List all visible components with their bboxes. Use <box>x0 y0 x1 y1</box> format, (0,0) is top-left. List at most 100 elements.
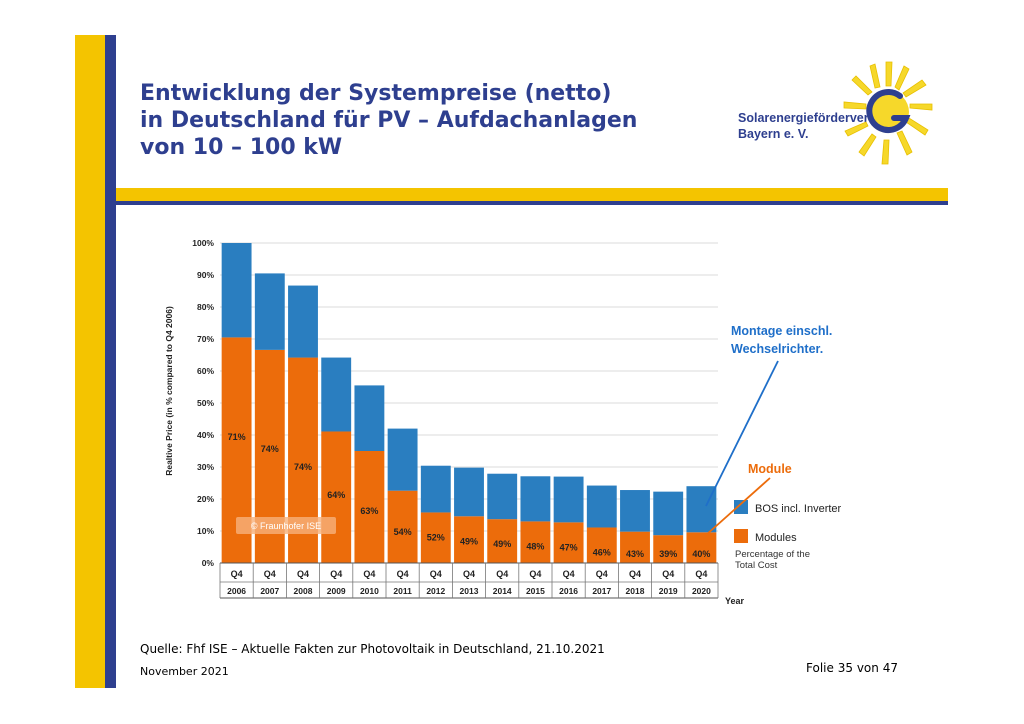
bar-bos-2014 <box>487 473 518 520</box>
page-current: 35 <box>837 661 853 675</box>
slide-title-line-2: in Deutschland für PV – Aufdachanlagen <box>140 108 638 133</box>
x-tick-year: 2020 <box>692 586 711 596</box>
x-tick-year: 2013 <box>460 586 479 596</box>
x-tick-quarter: Q4 <box>264 569 276 579</box>
source-citation: Quelle: Fhf ISE – Aktuelle Fakten zur Ph… <box>140 642 605 656</box>
bar-modules-2015 <box>520 521 551 563</box>
y-tick-label: 80% <box>197 302 214 312</box>
y-tick-label: 30% <box>197 462 214 472</box>
annotation-modules-label: Module <box>748 462 792 476</box>
share-label-2019: 39% <box>659 549 677 559</box>
bar-bos-2011 <box>387 428 418 491</box>
header-yellow-rule <box>116 188 948 201</box>
bar-modules-2016 <box>553 522 584 563</box>
logo-text-line-1: Solarenergieförderverein <box>738 111 887 125</box>
x-tick-year: 2019 <box>659 586 678 596</box>
left-yellow-band <box>75 35 105 688</box>
y-tick-label: 0% <box>202 558 215 568</box>
x-tick-quarter: Q4 <box>695 569 707 579</box>
page-total: 47 <box>882 661 898 675</box>
share-label-2011: 54% <box>394 527 412 537</box>
share-label-2008: 74% <box>294 462 312 472</box>
x-tick-year: 2015 <box>526 586 545 596</box>
x-tick-year: 2008 <box>294 586 313 596</box>
x-tick-quarter: Q4 <box>662 569 674 579</box>
annotation-modules: Module <box>705 462 792 536</box>
bar-modules-2009 <box>321 431 352 563</box>
share-label-2013: 49% <box>460 536 478 546</box>
left-blue-band <box>105 35 116 688</box>
share-label-2015: 48% <box>526 541 544 551</box>
logo-text: Solarenergieförderverein Bayern e. V. <box>738 110 887 142</box>
logo-text-line-2: Bayern e. V. <box>738 127 809 141</box>
bar-modules-2012 <box>420 512 451 563</box>
bar-bos-2015 <box>520 476 551 522</box>
y-tick-label: 90% <box>197 270 214 280</box>
x-tick-quarter: Q4 <box>596 569 608 579</box>
bar-bos-2010 <box>354 385 385 451</box>
bar-bos-2019 <box>653 491 684 536</box>
bar-modules-2013 <box>454 516 484 563</box>
share-label-2018: 43% <box>626 549 644 559</box>
y-tick-label: 100% <box>192 238 214 248</box>
x-tick-year: 2014 <box>493 586 512 596</box>
x-tick-year: 2010 <box>360 586 379 596</box>
share-label-2017: 46% <box>593 547 611 557</box>
bar-bos-2012 <box>420 465 451 513</box>
share-label-2007: 74% <box>261 444 279 454</box>
bar-bos-2018 <box>620 490 650 532</box>
legend-swatch-modules <box>734 529 748 543</box>
y-tick-label: 20% <box>197 494 214 504</box>
x-tick-quarter: Q4 <box>496 569 508 579</box>
x-tick-year: 2011 <box>393 586 412 596</box>
bar-modules-2018 <box>620 531 650 563</box>
legend-note-line-1: Percentage of the <box>735 549 810 560</box>
bar-modules-2014 <box>487 519 518 563</box>
header-blue-rule <box>116 201 948 205</box>
y-tick-label: 60% <box>197 366 214 376</box>
x-tick-quarter: Q4 <box>330 569 342 579</box>
x-tick-quarter: Q4 <box>297 569 309 579</box>
y-axis-label: Realtive Price (in % compared to Q4 2006… <box>164 306 174 476</box>
y-tick-label: 70% <box>197 334 214 344</box>
bar-bos-2009 <box>321 357 352 432</box>
bar-modules-2019 <box>653 535 684 563</box>
annotation-bos: Montage einschl. Wechselrichter. <box>705 324 832 507</box>
slide-title-line-3: von 10 – 100 kW <box>140 135 343 160</box>
page-prefix: Folie <box>806 661 834 675</box>
page-separator: von <box>856 661 879 675</box>
x-tick-year: 2007 <box>260 586 279 596</box>
x-tick-year: 2017 <box>592 586 611 596</box>
legend: BOS incl. Inverter Modules Percentage of… <box>734 500 842 571</box>
module-share-labels: 71% 74% 74% 64% 63% 54% 52% 49% 49% 48% 47% 46% 43% 3… <box>228 432 711 559</box>
annotation-bos-pointer <box>705 360 779 507</box>
watermark-text: © Fraunhofer ISE <box>251 521 321 531</box>
x-tick-year: 2012 <box>426 586 445 596</box>
x-tick-quarter: Q4 <box>363 569 375 579</box>
x-tick-quarter: Q4 <box>430 569 442 579</box>
y-tick-label: 40% <box>197 430 214 440</box>
bar-bos-2008 <box>288 285 318 358</box>
share-label-2012: 52% <box>427 532 445 542</box>
x-axis-label: Year <box>725 596 745 606</box>
x-tick-quarter: Q4 <box>397 569 409 579</box>
bar-bos-2006 <box>221 243 252 338</box>
x-tick-quarter: Q4 <box>529 569 541 579</box>
x-tick-year: 2016 <box>559 586 578 596</box>
x-tick-quarter: Q4 <box>563 569 575 579</box>
y-tick-label: 10% <box>197 526 214 536</box>
share-label-2006: 71% <box>228 432 246 442</box>
watermark: © Fraunhofer ISE <box>236 517 336 534</box>
share-label-2009: 64% <box>327 490 345 500</box>
bar-modules-2011 <box>387 490 418 563</box>
share-label-2014: 49% <box>493 539 511 549</box>
slide-date: November 2021 <box>140 665 229 678</box>
x-tick-year: 2006 <box>227 586 246 596</box>
page-number: Folie 35 von 47 <box>806 661 898 675</box>
x-tick-quarter: Q4 <box>463 569 475 579</box>
legend-label-modules: Modules <box>755 532 797 544</box>
bar-modules-2020 <box>686 532 717 563</box>
system-price-chart: 0% 10% 20% 30% 40% 50% 60% 70% 80% 90% 100% Realti… <box>164 238 842 606</box>
x-tick-quarter: Q4 <box>231 569 243 579</box>
y-tick-label: 50% <box>197 398 214 408</box>
